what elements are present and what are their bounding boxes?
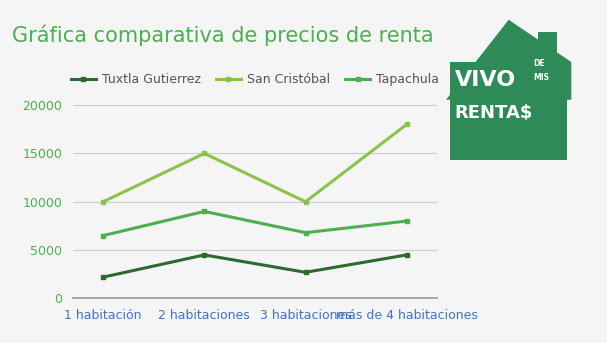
Text: VIVO: VIVO	[455, 70, 516, 90]
Tapachula	[100, 234, 107, 238]
San Cristóbal	[100, 200, 107, 204]
Tuxtla Gutierrez	[302, 270, 309, 274]
Tuxtla Gutierrez	[100, 275, 107, 279]
Tapachula	[403, 219, 410, 223]
Tapachula	[302, 230, 309, 235]
Legend: Tuxtla Gutierrez, San Cristóbal, Tapachula: Tuxtla Gutierrez, San Cristóbal, Tapachu…	[66, 68, 444, 91]
Polygon shape	[538, 32, 557, 67]
Tuxtla Gutierrez	[403, 253, 410, 257]
Tuxtla Gutierrez	[201, 253, 208, 257]
San Cristóbal	[403, 122, 410, 127]
Text: Gráfica comparativa de precios de renta: Gráfica comparativa de precios de renta	[12, 24, 434, 46]
FancyBboxPatch shape	[450, 62, 567, 160]
Tapachula	[201, 209, 208, 213]
Text: DE: DE	[534, 59, 545, 68]
Polygon shape	[446, 20, 571, 100]
Line: San Cristóbal: San Cristóbal	[101, 122, 409, 204]
Text: RENTA$: RENTA$	[455, 104, 533, 122]
Line: Tapachula: Tapachula	[101, 209, 409, 238]
San Cristóbal	[302, 200, 309, 204]
San Cristóbal	[201, 151, 208, 155]
Text: MIS: MIS	[534, 73, 549, 82]
Line: Tuxtla Gutierrez: Tuxtla Gutierrez	[101, 252, 409, 280]
